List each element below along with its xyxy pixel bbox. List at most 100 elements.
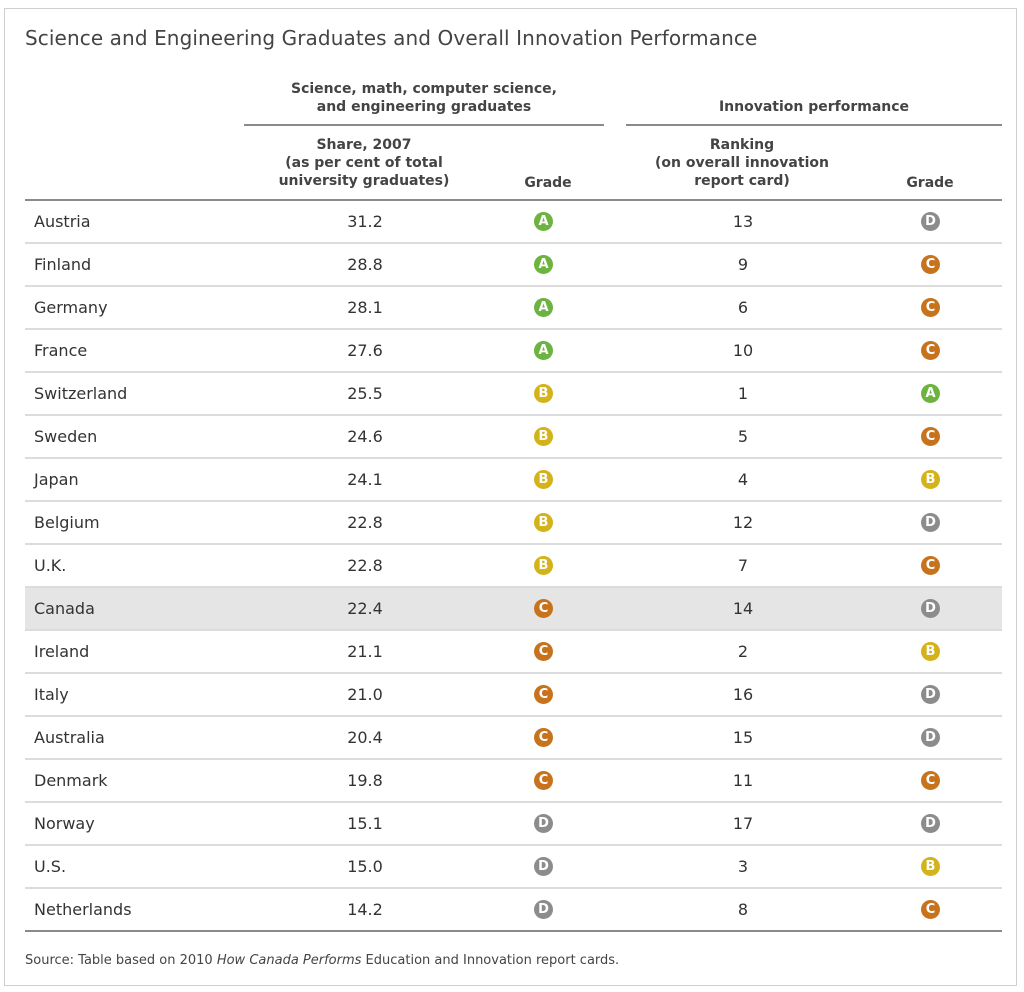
country-cell: U.S. xyxy=(34,857,67,876)
innov-grade-cell: D xyxy=(915,502,945,543)
share-cell: 28.8 xyxy=(347,255,383,274)
group-divider-graduates xyxy=(244,124,604,126)
grad-grade-cell: D xyxy=(528,846,558,887)
table-row: Denmark 19.8 C 11 C xyxy=(25,760,1002,803)
country-cell: Belgium xyxy=(34,513,100,532)
table-row: U.S. 15.0 D 3 B xyxy=(25,846,1002,889)
share-cell: 21.0 xyxy=(347,685,383,704)
country-cell: U.K. xyxy=(34,556,67,575)
share-cell: 31.2 xyxy=(347,212,383,231)
ranking-cell: 5 xyxy=(737,427,749,446)
grad-grade-cell: C xyxy=(528,631,558,672)
grad-grade-cell: C xyxy=(528,717,558,758)
share-cell: 24.6 xyxy=(347,427,383,446)
innov-grade-cell: B xyxy=(915,631,945,672)
column-header-ranking: Ranking (on overall innovation report ca… xyxy=(622,136,862,190)
innov-grade-cell: C xyxy=(915,330,945,371)
country-cell: Switzerland xyxy=(34,384,128,403)
country-cell: Netherlands xyxy=(34,900,132,919)
innov-grade-cell: C xyxy=(915,287,945,328)
ranking-cell: 15 xyxy=(732,728,754,747)
grad-grade-cell: A xyxy=(528,287,558,328)
ranking-cell: 2 xyxy=(737,642,749,661)
column-header-share-line2: (as per cent of total xyxy=(285,155,443,171)
innov-grade-cell: C xyxy=(915,760,945,801)
ranking-cell: 6 xyxy=(737,298,749,317)
country-cell: Sweden xyxy=(34,427,98,446)
source-prefix: Source: Table based on 2010 xyxy=(25,953,217,968)
group-header-graduates: Science, math, computer science, and eng… xyxy=(244,80,604,116)
share-cell: 25.5 xyxy=(347,384,383,403)
group-header-innovation: Innovation performance xyxy=(718,99,910,115)
grad-grade-cell: D xyxy=(528,889,558,930)
ranking-cell: 17 xyxy=(732,814,754,833)
ranking-cell: 11 xyxy=(732,771,754,790)
table-frame xyxy=(4,8,1017,986)
table-row: Belgium 22.8 B 12 D xyxy=(25,502,1002,545)
grad-grade-cell: B xyxy=(528,373,558,414)
share-cell: 19.8 xyxy=(347,771,383,790)
innov-grade-cell: D xyxy=(915,803,945,844)
innov-grade-cell: B xyxy=(915,459,945,500)
grade-badge-icon: C xyxy=(534,771,553,790)
table-row: Netherlands 14.2 D 8 C xyxy=(25,889,1002,932)
grad-grade-cell: B xyxy=(528,416,558,457)
ranking-cell: 10 xyxy=(732,341,754,360)
grade-badge-icon: C xyxy=(921,771,940,790)
innov-grade-cell: D xyxy=(915,588,945,629)
share-cell: 27.6 xyxy=(347,341,383,360)
ranking-cell: 7 xyxy=(737,556,749,575)
grade-badge-icon: C xyxy=(921,255,940,274)
table-row: Austria 31.2 A 13 D xyxy=(25,201,1002,244)
share-cell: 22.8 xyxy=(347,556,383,575)
innov-grade-cell: C xyxy=(915,416,945,457)
country-cell: Canada xyxy=(34,599,95,618)
source-note: Source: Table based on 2010 How Canada P… xyxy=(25,953,619,968)
table-row: Australia 20.4 C 15 D xyxy=(25,717,1002,760)
grade-badge-icon: B xyxy=(534,470,553,489)
grade-badge-icon: D xyxy=(921,814,940,833)
share-cell: 14.2 xyxy=(347,900,383,919)
ranking-cell: 13 xyxy=(732,212,754,231)
group-header-graduates-line1: Science, math, computer science, xyxy=(291,81,557,97)
ranking-cell: 3 xyxy=(737,857,749,876)
grade-badge-icon: A xyxy=(534,298,553,317)
ranking-cell: 16 xyxy=(732,685,754,704)
ranking-cell: 4 xyxy=(737,470,749,489)
innov-grade-cell: D xyxy=(915,717,945,758)
country-cell: Italy xyxy=(34,685,69,704)
grade-badge-icon: B xyxy=(921,642,940,661)
country-cell: Japan xyxy=(34,470,79,489)
column-header-share: Share, 2007 (as per cent of total univer… xyxy=(244,136,484,190)
innov-grade-cell: C xyxy=(915,889,945,930)
ranking-cell: 9 xyxy=(737,255,749,274)
grade-badge-icon: A xyxy=(534,255,553,274)
ranking-cell: 8 xyxy=(737,900,749,919)
grade-badge-icon: D xyxy=(534,900,553,919)
grade-badge-icon: A xyxy=(534,341,553,360)
table-row: Finland 28.8 A 9 C xyxy=(25,244,1002,287)
table-row: Ireland 21.1 C 2 B xyxy=(25,631,1002,674)
grade-badge-icon: B xyxy=(534,556,553,575)
grad-grade-cell: B xyxy=(528,459,558,500)
group-divider-innovation xyxy=(626,124,1002,126)
grad-grade-cell: D xyxy=(528,803,558,844)
table-row: Canada 22.4 C 14 D xyxy=(25,588,1002,631)
table-title: Science and Engineering Graduates and Ov… xyxy=(25,26,758,50)
country-cell: Finland xyxy=(34,255,92,274)
innov-grade-cell: D xyxy=(915,201,945,242)
grade-badge-icon: C xyxy=(921,427,940,446)
grade-badge-icon: C xyxy=(534,599,553,618)
grade-badge-icon: D xyxy=(921,728,940,747)
grade-badge-icon: D xyxy=(921,599,940,618)
grad-grade-cell: C xyxy=(528,588,558,629)
column-header-share-line3: university graduates) xyxy=(278,173,450,189)
ranking-cell: 12 xyxy=(732,513,754,532)
country-cell: Denmark xyxy=(34,771,108,790)
table-row: U.K. 22.8 B 7 C xyxy=(25,545,1002,588)
table-row: Norway 15.1 D 17 D xyxy=(25,803,1002,846)
grade-badge-icon: C xyxy=(534,685,553,704)
source-suffix: Education and Innovation report cards. xyxy=(361,953,620,968)
source-publication: How Canada Performs xyxy=(216,953,362,968)
header-rule xyxy=(25,199,1002,201)
